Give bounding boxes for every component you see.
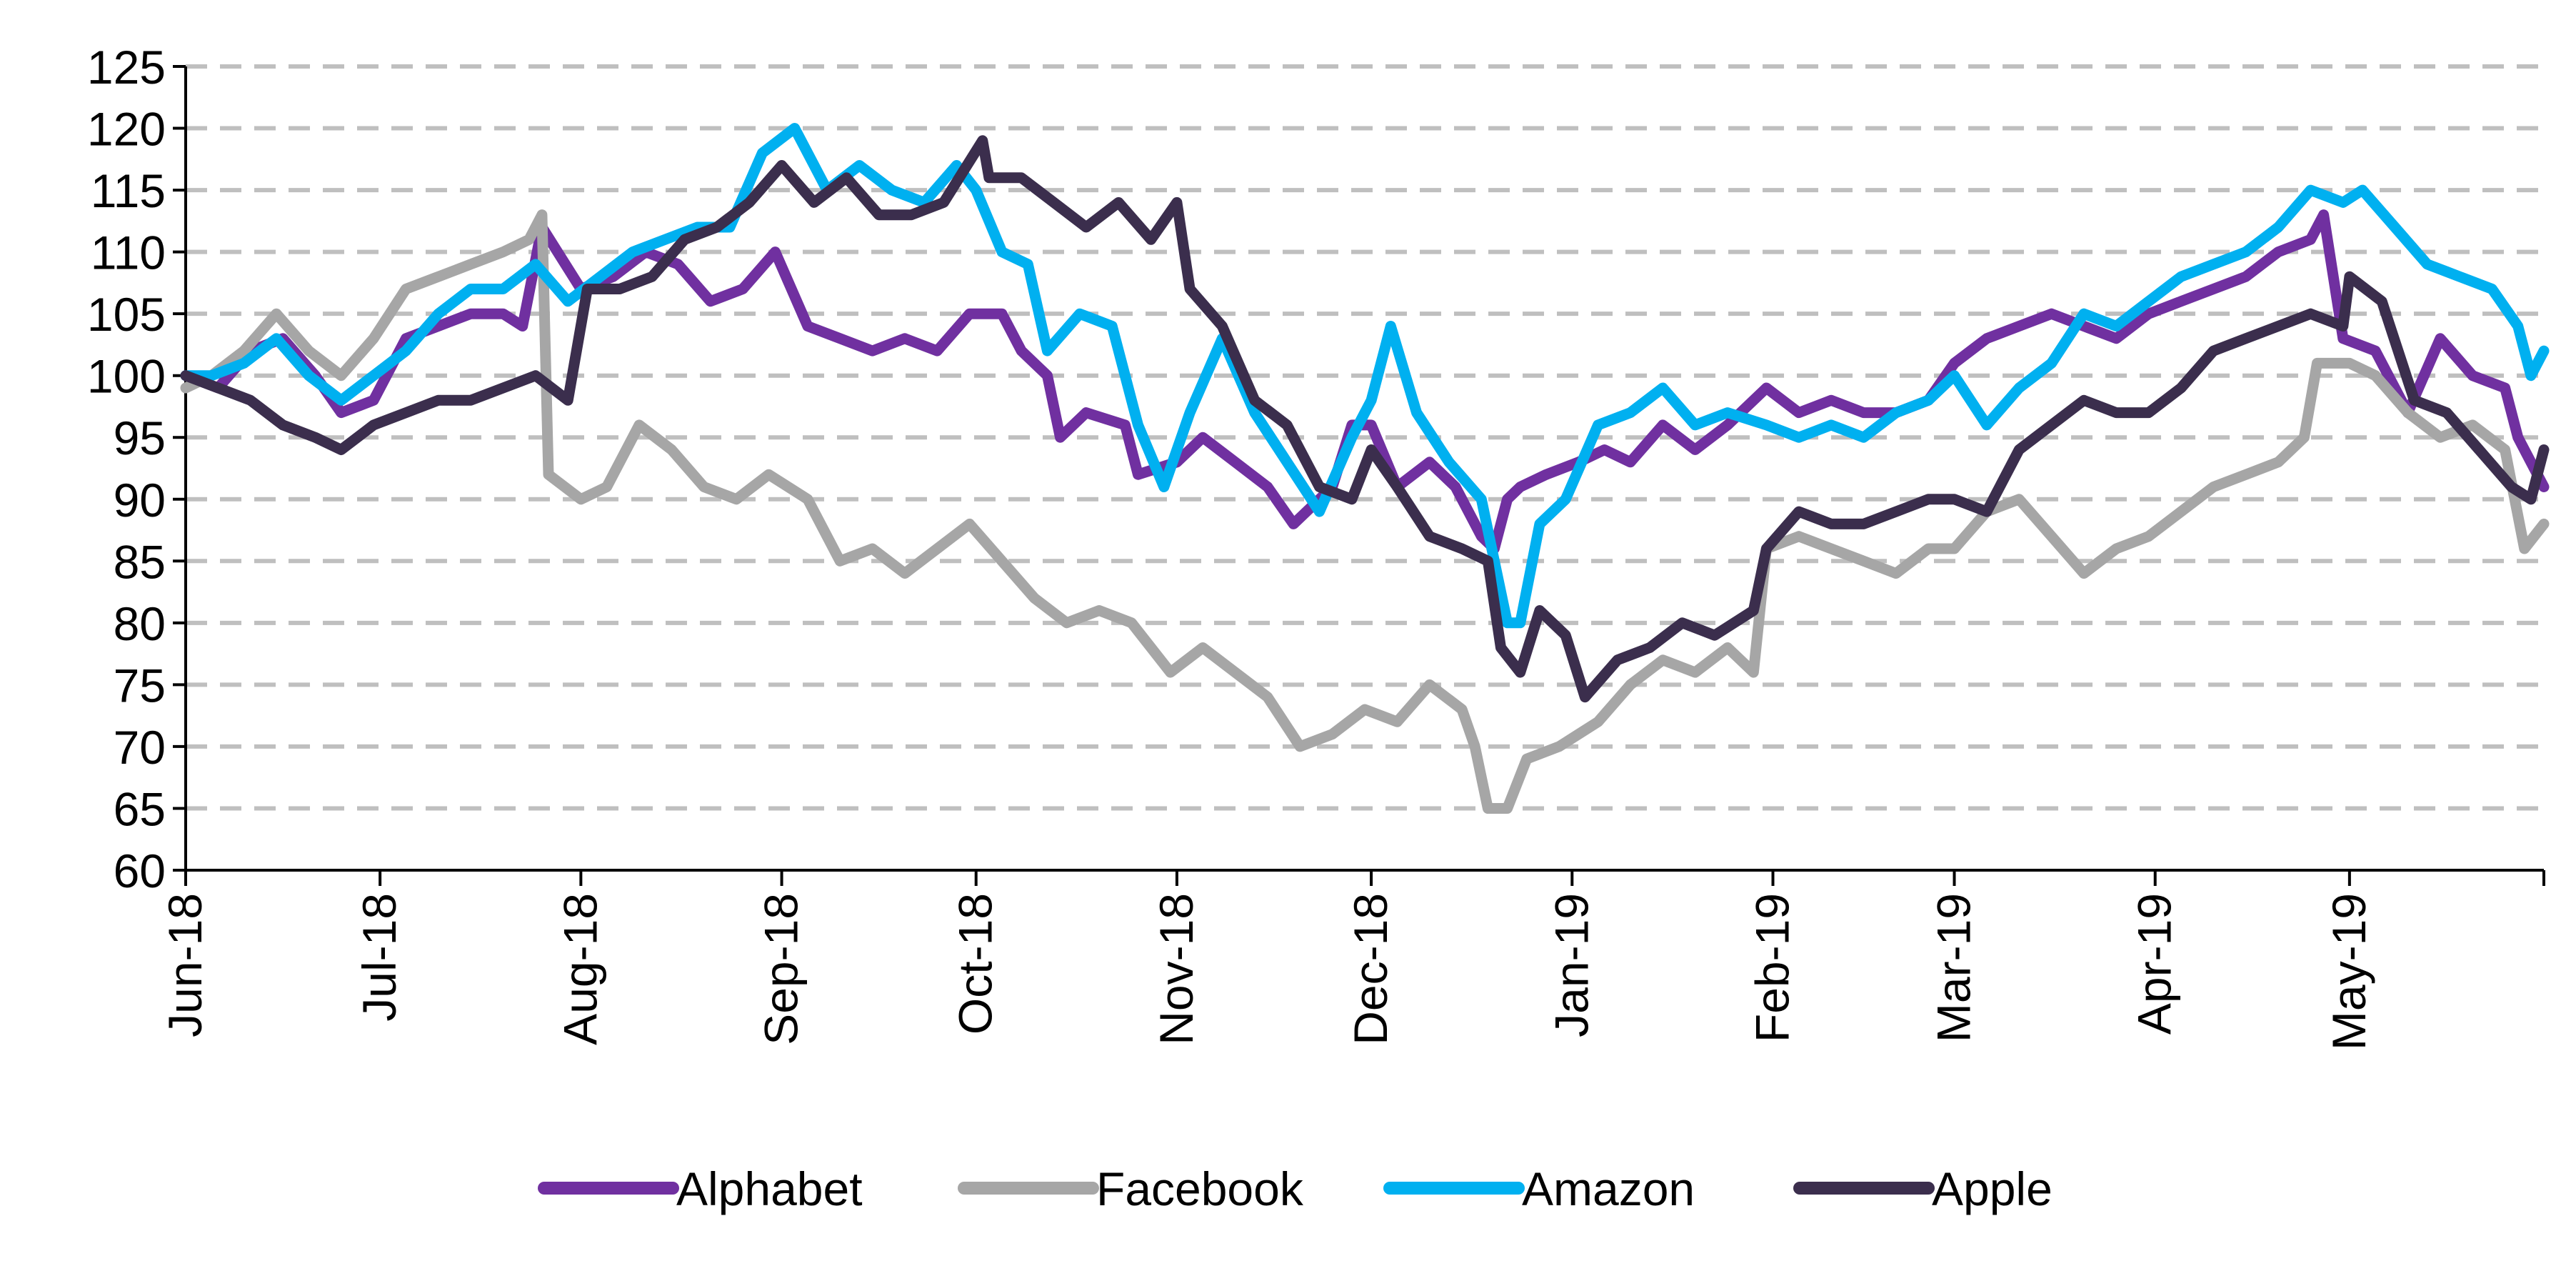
series-line-apple [180, 135, 2550, 703]
x-tick-label: May-19 [2322, 893, 2375, 1050]
x-tick-label: Dec-18 [1344, 893, 1397, 1045]
y-tick-label: 80 [114, 597, 166, 650]
x-tick-label: Mar-19 [1928, 893, 1980, 1042]
x-tick-label: Jun-18 [159, 893, 211, 1037]
gridlines [186, 64, 2544, 811]
y-tick-label: 105 [87, 288, 166, 341]
x-tick-label: Feb-19 [1746, 893, 1799, 1042]
legend-label-amazon: Amazon [1522, 1162, 1695, 1215]
x-tick-label: Apr-19 [2128, 893, 2181, 1035]
y-tick-label: 60 [114, 844, 166, 897]
y-tick-label: 95 [114, 412, 166, 464]
x-tick-label: Sep-18 [755, 893, 808, 1045]
series-line-amazon [180, 123, 2550, 629]
axes: 60 65 70 75 80 85 90 95 100 105 110 115 120 125 Jun-18… [87, 41, 2545, 1050]
legend-label-alphabet: Alphabet [676, 1162, 863, 1215]
y-tick-label: 70 [114, 721, 166, 774]
x-tick-label: Aug-18 [553, 893, 606, 1045]
x-tick-label: Jan-19 [1545, 893, 1598, 1037]
y-tick-label: 65 [114, 782, 166, 835]
y-tick-label: 115 [91, 164, 166, 217]
x-tick-label: Jul-18 [353, 893, 406, 1022]
y-tick-label: 75 [114, 659, 166, 712]
y-tick-label: 90 [114, 474, 166, 527]
y-tick-label: 100 [87, 350, 166, 403]
x-tick-label: Nov-18 [1150, 893, 1203, 1045]
series-line-facebook [180, 209, 2550, 814]
legend-label-apple: Apple [1932, 1162, 2053, 1215]
y-tick-label: 120 [87, 103, 166, 156]
legend-label-facebook: Facebook [1096, 1162, 1304, 1215]
x-tick-label: Oct-18 [949, 893, 1002, 1035]
y-tick-label: 85 [114, 535, 166, 588]
y-tick-label: 110 [91, 226, 166, 279]
legend: Alphabet Facebook Amazon Apple [538, 1162, 2053, 1215]
y-tick-label: 125 [87, 41, 166, 94]
series-lines [180, 123, 2550, 814]
